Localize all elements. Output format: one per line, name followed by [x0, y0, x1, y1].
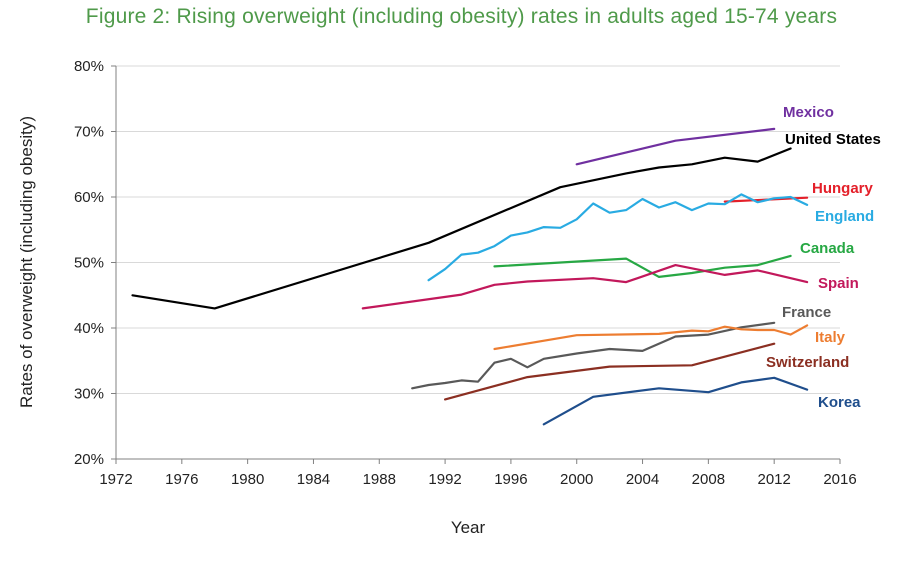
series-label-korea: Korea	[818, 394, 861, 411]
series-line-spain	[361, 264, 809, 310]
x-tick-label: 1988	[363, 471, 396, 488]
x-tick-label: 1972	[99, 471, 132, 488]
x-tick-label: 1976	[165, 471, 198, 488]
x-tick-label: 2004	[626, 471, 659, 488]
series-line-switzerland	[444, 342, 776, 401]
series-label-france: France	[782, 304, 831, 321]
series-label-united-states: United States	[785, 131, 881, 148]
x-tick-label: 2016	[823, 471, 856, 488]
series-labels: Mexico United States Hungary England Canada S…	[766, 104, 881, 411]
series-label-switzerland: Switzerland	[766, 354, 849, 371]
y-tick-label: 60%	[74, 189, 104, 206]
x-tick-labels: 1972 1976 1980 1984 1988 1992 1996 2000 2004 2008…	[99, 471, 856, 488]
series-line-mexico	[575, 127, 776, 166]
x-tick-label: 1980	[231, 471, 264, 488]
chart-title: Figure 2: Rising overweight (including o…	[85, 5, 838, 28]
series-label-canada: Canada	[800, 240, 855, 257]
y-tick-label: 70%	[74, 124, 104, 141]
y-tick-label: 30%	[74, 386, 104, 403]
x-tick-label: 2008	[692, 471, 725, 488]
x-axis-label: Year	[451, 518, 486, 537]
y-tick-label: 50%	[74, 255, 104, 272]
x-tick-label: 2000	[560, 471, 593, 488]
axes	[111, 65, 841, 464]
series-label-hungary: Hungary	[812, 180, 874, 197]
x-tick-label: 1984	[297, 471, 330, 488]
gridlines	[116, 65, 840, 394]
series-line-france	[411, 321, 776, 390]
series-label-mexico: Mexico	[783, 104, 834, 121]
series-line-united-states	[131, 147, 792, 310]
x-tick-label: 1992	[428, 471, 461, 488]
y-tick-labels: 20% 30% 40% 50% 60% 70% 80%	[74, 58, 104, 468]
series-line-canada	[493, 254, 792, 278]
series-lines	[131, 127, 809, 426]
y-axis-label: Rates of overweight (including obesity)	[17, 116, 36, 408]
y-tick-label: 40%	[74, 320, 104, 337]
x-tick-label: 2012	[757, 471, 790, 488]
series-label-england: England	[815, 208, 874, 225]
y-tick-label: 80%	[74, 58, 104, 75]
x-tick-label: 1996	[494, 471, 527, 488]
series-label-spain: Spain	[818, 275, 859, 292]
series-label-italy: Italy	[815, 329, 846, 346]
series-line-korea	[542, 376, 809, 426]
series-line-england	[427, 193, 809, 282]
y-tick-label: 20%	[74, 451, 104, 468]
series-line-italy	[493, 324, 809, 351]
